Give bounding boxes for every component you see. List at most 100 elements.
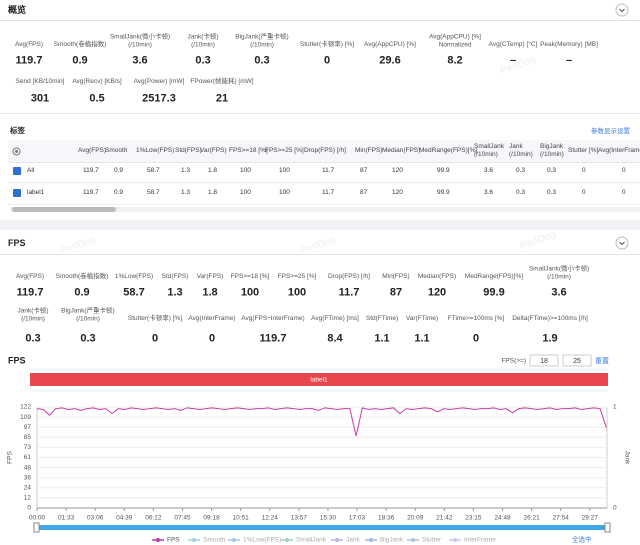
y-tick-label: 48 [24,464,32,471]
section-gap [0,220,640,230]
metric-value: 1.1 [414,332,430,345]
legend-icon[interactable] [192,538,196,542]
legend-icon[interactable] [232,538,236,542]
legend-icon[interactable] [285,538,289,542]
legend-icon[interactable] [411,538,415,542]
legend-icon[interactable] [453,538,457,542]
column-header: Std(FPS) [175,147,202,155]
metric-value: 3.6 [551,286,567,299]
legend-icon[interactable] [156,538,160,542]
metric-label: Avg(AppCPU) [%] Normalized [429,33,481,49]
legend-label[interactable]: InterFrame [464,537,496,544]
metric-label: FPower(帧能耗) [mW] [190,78,254,86]
threshold-value: 18 [540,358,548,365]
x-tick-label: 06:12 [145,515,162,522]
range-slider[interactable] [37,525,607,530]
metric-label: FTime>=100ms [%] [447,315,505,323]
chart-title: FPS [8,355,26,365]
scrollbar-track[interactable] [10,207,640,212]
y-tick-label: 61 [24,454,32,461]
cell: 0.3 [516,189,526,197]
metric-label: Avg(CTemp) [°C] [488,41,538,49]
metric-label: Std(FTime) [365,315,399,323]
metric-value: 3.6 [132,54,148,67]
x-tick-label: 10:51 [233,515,250,522]
metric-label: SmallJank(微小卡顿) (/10min) [528,265,590,281]
metric-label: Median(FPS) [417,273,457,281]
metric-value: 87 [389,286,403,299]
metric-value: 0.3 [80,332,96,345]
metric-label: Avg(FPS÷InterFrame) [241,315,305,323]
legend-label[interactable]: BigJank [380,537,404,544]
cell: 58.7 [147,167,160,175]
column-header: 1%Low(FPS) [136,147,175,155]
legend-icon[interactable] [369,538,373,542]
x-tick-label: 26:21 [523,515,540,522]
row-divider [8,204,640,205]
threshold-input[interactable] [529,354,559,367]
metric-value: 1.9 [542,332,558,345]
x-tick-label: 15:30 [320,515,337,522]
column-header: FPS>=25 [%] [265,147,304,155]
metric-value: 99.9 [483,286,505,299]
cell: 100 [279,189,290,197]
metric-value: 100 [287,286,307,299]
legend-label[interactable]: 1%Low(FPS) [243,537,281,544]
row-divider [8,182,640,183]
column-header: Smooth [105,147,128,155]
legend-label[interactable]: Jank [346,537,360,544]
x-tick-label: 23:15 [465,515,482,522]
visibility-icon[interactable] [12,147,21,156]
legend-label[interactable]: SmallJank [296,537,327,544]
collapse-button[interactable] [615,3,629,17]
checkbox[interactable] [13,167,21,175]
column-header: Min(FPS) [355,147,383,155]
cell: 0.9 [114,167,124,175]
cell: 87 [360,189,368,197]
checkbox[interactable] [13,189,21,197]
x-tick-label: 04:39 [116,515,133,522]
slider-handle[interactable] [33,522,40,533]
cell: 11.7 [322,167,335,175]
metric-value: 0.3 [195,54,211,67]
x-tick-label: 20:09 [407,515,424,522]
x-tick-label: 00:00 [29,515,46,522]
column-header: Stutter [%] [568,147,599,155]
legend-label[interactable]: Smooth [203,537,226,544]
metric-value: – [565,54,573,67]
reset-button[interactable]: 重置 [595,357,609,365]
metric-label: Avg(Recv) [KB/s] [72,78,122,86]
threshold-input[interactable] [562,354,592,367]
y-tick-label: 109 [20,414,31,421]
metric-value: 1.1 [374,332,390,345]
metric-value: 0 [472,332,480,345]
cell: 99.9 [437,167,450,175]
metric-value: 119.7 [16,286,44,299]
metric-value: 11.7 [338,286,360,299]
y-tick-label: 24 [24,485,32,492]
column-header: FPS>=18 [%] [229,147,268,155]
settings-link[interactable]: 参数显示设置 [591,128,630,135]
metric-label: Avg(FTime) [ms] [311,315,359,323]
cell: 0.3 [516,167,526,175]
collapse-button[interactable] [615,236,629,250]
scrollbar-thumb[interactable] [12,207,116,212]
metric-value: 100 [240,286,260,299]
column-header: Median(FPS) [382,147,421,155]
cell: 99.9 [437,189,450,197]
y-tick-label: 36 [24,474,32,481]
metric-label: Avg(FPS) [14,41,44,49]
label-band [30,373,608,386]
legend-label[interactable]: FPS [167,537,180,544]
watermark: PerfDog [519,229,558,252]
column-header: Drop(FPS) [/h] [304,147,346,155]
row-label: All [27,167,35,175]
metric-label: 1%Low(FPS) [114,273,154,281]
legend-icon[interactable] [335,538,339,542]
metric-value: 8.2 [447,54,463,67]
slider-handle[interactable] [604,522,611,533]
select-all[interactable]: 全选中 [572,535,592,544]
metric-label: Stutter(卡顿率) [%] [299,41,355,49]
x-tick-label: 24:48 [494,515,511,522]
legend-label[interactable]: Stutter [422,537,442,544]
